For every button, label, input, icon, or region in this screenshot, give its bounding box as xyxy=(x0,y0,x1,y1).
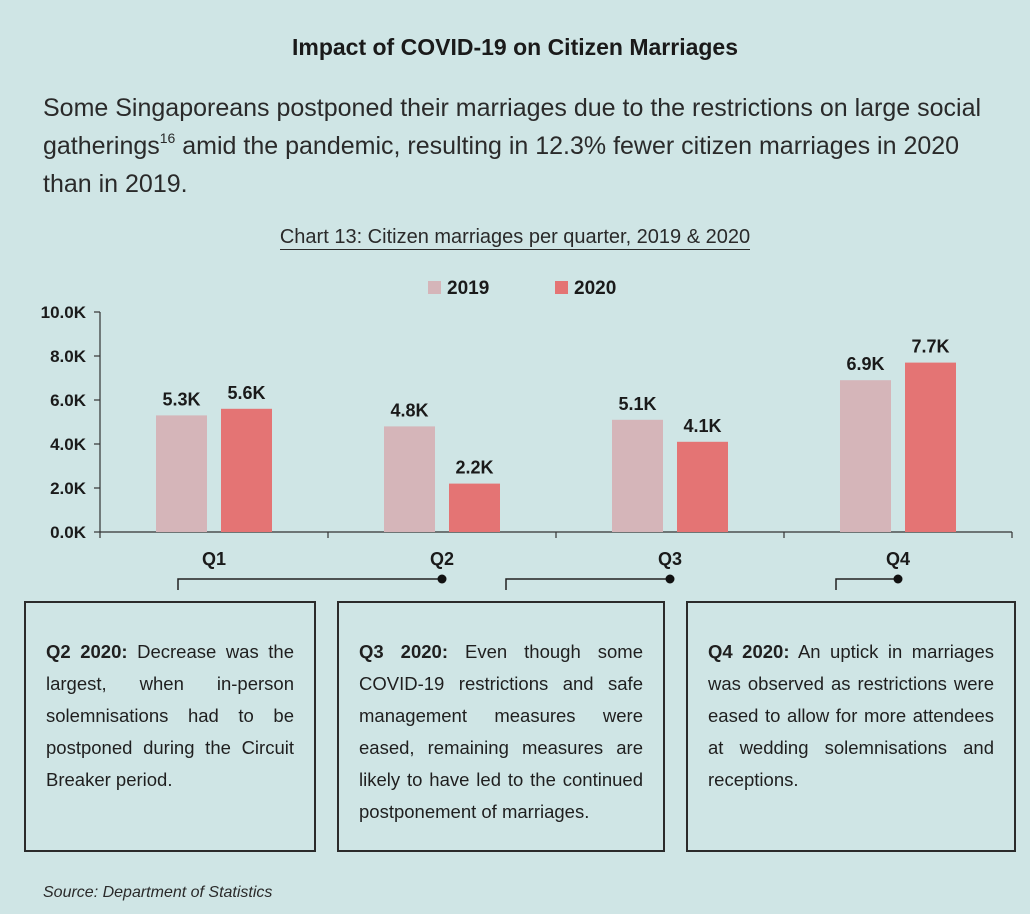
note-q4-heading: Q4 2020: xyxy=(708,641,790,662)
bar-2019-Q1 xyxy=(156,415,207,532)
source-note: Source: Department of Statistics xyxy=(43,884,273,901)
bar-2020-Q3 xyxy=(677,441,728,532)
connector-dot-Q4 xyxy=(893,574,903,584)
data-label-2020-Q4: 7.7K xyxy=(911,337,949,357)
y-tick-label: 4.0K xyxy=(50,435,87,454)
connector-line-Q3 xyxy=(505,578,670,590)
bar-2019-Q3 xyxy=(612,419,663,532)
y-tick-label: 0.0K xyxy=(50,523,87,542)
connector-line-Q2 xyxy=(177,578,442,590)
y-tick-label: 8.0K xyxy=(50,347,87,366)
y-tick-label: 6.0K xyxy=(50,391,87,410)
note-q2: Q2 2020: Decrease was the largest, when … xyxy=(24,601,316,852)
bar-2019-Q2 xyxy=(384,426,435,532)
note-q2-heading: Q2 2020: xyxy=(46,641,128,662)
note-q3: Q3 2020: Even though some COVID-19 restr… xyxy=(337,601,665,852)
intro-paragraph: Some Singaporeans postponed their marria… xyxy=(43,89,1003,203)
x-tick-label-Q1: Q1 xyxy=(202,549,226,569)
note-q2-text: Decrease was the largest, when in-person… xyxy=(46,641,294,790)
bar-2019-Q4 xyxy=(840,380,891,532)
data-label-2020-Q2: 2.2K xyxy=(455,458,493,478)
page-title: Impact of COVID-19 on Citizen Marriages xyxy=(291,34,739,60)
chart-title-wrap: Chart 13: Citizen marriages per quarter,… xyxy=(0,226,1030,250)
bar-chart: 0.0K 2.0K 4.0K 6.0K 8.0K 10.0K 5.3K 5.6K Q1 4.8K 2… xyxy=(41,278,1013,590)
data-label-2020-Q1: 5.6K xyxy=(227,383,265,403)
legend-label-2019: 2019 xyxy=(447,278,489,299)
y-tick-label: 2.0K xyxy=(50,479,87,498)
data-label-2020-Q3: 4.1K xyxy=(683,416,721,436)
y-tick-label: 10.0K xyxy=(41,303,87,322)
bar-2020-Q4 xyxy=(905,362,956,532)
bar-2020-Q1 xyxy=(221,408,272,532)
legend-swatch-2019 xyxy=(428,281,441,294)
connector-dot-Q3 xyxy=(665,574,675,584)
data-label-2019-Q4: 6.9K xyxy=(846,354,884,374)
intro-text-after: amid the pandemic, resulting in 12.3% fe… xyxy=(43,132,960,198)
note-q4: Q4 2020: An uptick in marriages was obse… xyxy=(686,601,1016,852)
x-tick-label-Q3: Q3 xyxy=(658,549,682,569)
note-q4-text: An uptick in marriages was observed as r… xyxy=(708,641,994,790)
chart-title: Chart 13: Citizen marriages per quarter,… xyxy=(279,226,751,250)
data-label-2019-Q1: 5.3K xyxy=(162,389,200,409)
connector-dot-Q2 xyxy=(437,574,447,584)
legend-label-2020: 2020 xyxy=(574,278,616,299)
data-label-2019-Q2: 4.8K xyxy=(390,400,428,420)
intro-text-before: Some Singaporeans postponed their marria… xyxy=(43,94,982,160)
note-q3-heading: Q3 2020: xyxy=(359,641,448,662)
footnote-marker: 16 xyxy=(159,130,176,146)
note-q3-text: Even though some COVID-19 restrictions a… xyxy=(359,641,643,822)
legend-swatch-2020 xyxy=(555,281,568,294)
bar-2020-Q2 xyxy=(449,483,500,532)
x-tick-label-Q4: Q4 xyxy=(886,549,910,569)
data-label-2019-Q3: 5.1K xyxy=(618,394,656,414)
x-tick-label-Q2: Q2 xyxy=(430,549,454,569)
connector-line-Q4 xyxy=(835,578,898,590)
